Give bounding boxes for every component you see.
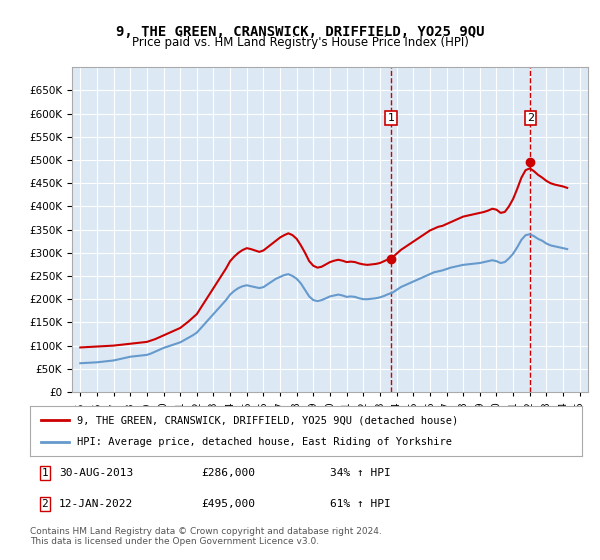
Text: £495,000: £495,000 [201,499,255,509]
Text: 30-AUG-2013: 30-AUG-2013 [59,468,133,478]
Text: 12-JAN-2022: 12-JAN-2022 [59,499,133,509]
Text: HPI: Average price, detached house, East Riding of Yorkshire: HPI: Average price, detached house, East… [77,437,452,447]
Text: 1: 1 [41,468,49,478]
Text: 1: 1 [388,113,394,123]
Text: £286,000: £286,000 [201,468,255,478]
Text: Contains HM Land Registry data © Crown copyright and database right 2024.
This d: Contains HM Land Registry data © Crown c… [30,526,382,546]
Text: 2: 2 [527,113,534,123]
Text: 34% ↑ HPI: 34% ↑ HPI [329,468,391,478]
Text: 9, THE GREEN, CRANSWICK, DRIFFIELD, YO25 9QU: 9, THE GREEN, CRANSWICK, DRIFFIELD, YO25… [116,25,484,39]
Text: 2: 2 [41,499,49,509]
Text: Price paid vs. HM Land Registry's House Price Index (HPI): Price paid vs. HM Land Registry's House … [131,36,469,49]
Text: 61% ↑ HPI: 61% ↑ HPI [329,499,391,509]
Text: 9, THE GREEN, CRANSWICK, DRIFFIELD, YO25 9QU (detached house): 9, THE GREEN, CRANSWICK, DRIFFIELD, YO25… [77,415,458,425]
